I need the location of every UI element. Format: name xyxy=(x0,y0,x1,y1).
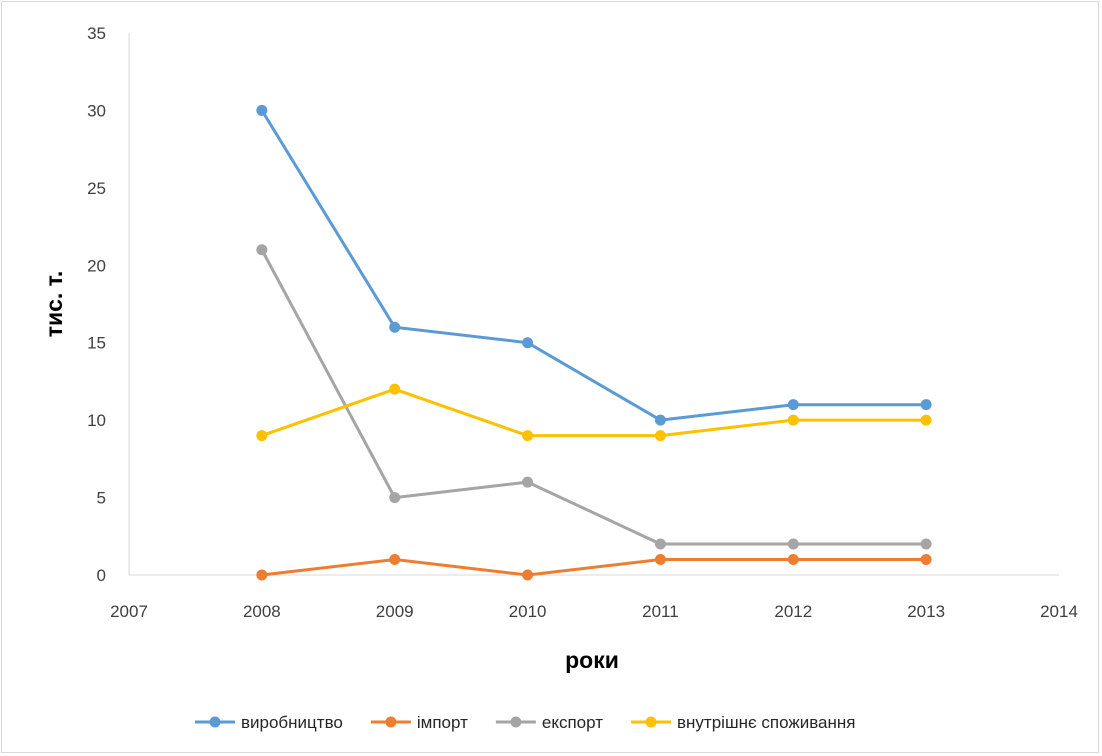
y-tick-labels: 0 5 10 15 20 25 30 35 xyxy=(87,24,106,585)
data-point xyxy=(787,399,799,411)
data-point xyxy=(654,538,666,550)
x-tick-label: 2007 xyxy=(110,602,148,621)
y-tick-label: 35 xyxy=(87,24,106,43)
legend-item: експорт xyxy=(495,713,603,732)
y-tick-label: 5 xyxy=(97,489,106,508)
data-point xyxy=(256,104,268,116)
chart-axes xyxy=(128,33,1059,576)
legend-label: виробництво xyxy=(241,713,343,732)
x-tick-label: 2014 xyxy=(1040,602,1078,621)
x-axis-title: роки xyxy=(565,647,619,673)
data-point xyxy=(389,492,401,504)
data-point xyxy=(787,538,799,550)
series xyxy=(256,244,932,550)
data-point xyxy=(522,476,534,488)
series-group xyxy=(256,104,932,581)
data-point xyxy=(920,554,932,566)
series-line xyxy=(260,108,928,422)
y-tick-label: 0 xyxy=(97,566,106,585)
legend-label: імпорт xyxy=(417,713,468,732)
x-tick-label: 2010 xyxy=(509,602,547,621)
data-point xyxy=(522,569,534,581)
data-point xyxy=(522,430,534,442)
legend-marker xyxy=(510,716,522,728)
data-point xyxy=(920,414,932,426)
data-point xyxy=(920,538,932,550)
legend-marker xyxy=(645,716,657,728)
data-point xyxy=(654,414,666,426)
data-point xyxy=(256,430,268,442)
x-tick-label: 2008 xyxy=(243,602,281,621)
x-tick-label: 2009 xyxy=(376,602,414,621)
legend-item: виробництво xyxy=(195,713,343,732)
series-line xyxy=(260,558,928,577)
series-line xyxy=(260,248,928,546)
series xyxy=(256,554,932,581)
x-tick-labels: 2007 2008 2009 2010 2011 2012 2013 2014 xyxy=(110,602,1078,621)
series xyxy=(256,383,932,442)
legend-label: експорт xyxy=(542,713,603,732)
legend-marker xyxy=(385,716,397,728)
data-point xyxy=(654,554,666,566)
data-point xyxy=(920,399,932,411)
y-tick-label: 10 xyxy=(87,411,106,430)
y-tick-label: 30 xyxy=(87,101,106,120)
legend-item: внутрішнє споживання xyxy=(631,713,856,732)
y-tick-label: 15 xyxy=(87,334,106,353)
data-point xyxy=(787,414,799,426)
series xyxy=(256,104,932,426)
legend-label: внутрішнє споживання xyxy=(677,713,855,732)
chart-legend: виробництво імпорт експорт внутрішнє спожив… xyxy=(195,713,856,732)
series-line xyxy=(260,387,928,438)
legend-marker xyxy=(209,716,221,728)
y-tick-label: 25 xyxy=(87,179,106,198)
data-point xyxy=(389,321,401,333)
data-point xyxy=(256,569,268,581)
x-tick-label: 2013 xyxy=(907,602,945,621)
y-tick-label: 20 xyxy=(87,256,106,275)
y-axis-title: тис. т. xyxy=(41,271,67,338)
data-point xyxy=(389,383,401,395)
x-tick-label: 2011 xyxy=(642,602,679,621)
data-point xyxy=(522,337,534,349)
data-point xyxy=(654,430,666,442)
data-point xyxy=(787,554,799,566)
data-point xyxy=(256,244,268,256)
x-tick-label: 2012 xyxy=(774,602,812,621)
data-point xyxy=(389,554,401,566)
legend-item: імпорт xyxy=(370,713,468,732)
